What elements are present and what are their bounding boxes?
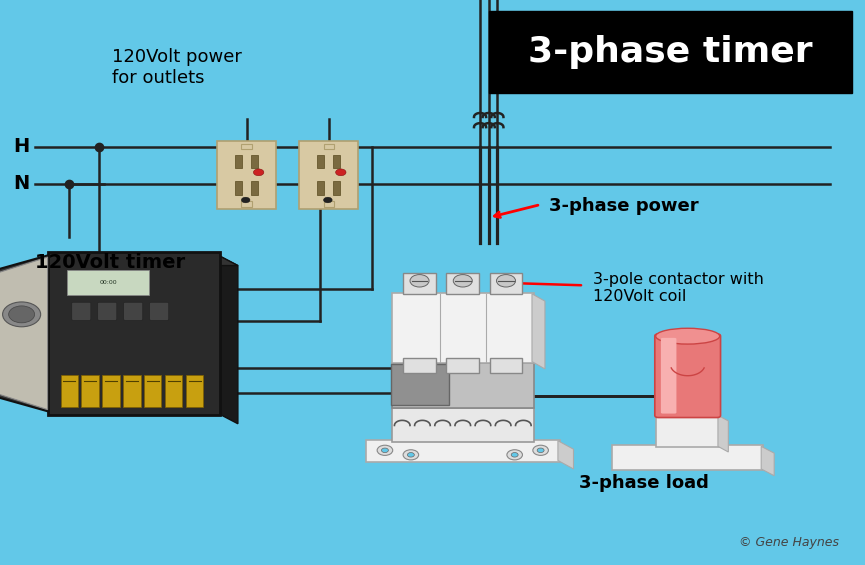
FancyBboxPatch shape xyxy=(102,375,119,407)
Text: 3-phase timer: 3-phase timer xyxy=(528,35,813,69)
Circle shape xyxy=(410,275,429,287)
FancyBboxPatch shape xyxy=(241,201,252,207)
FancyBboxPatch shape xyxy=(655,334,721,418)
Circle shape xyxy=(9,306,35,323)
Text: 120Volt power
for outlets: 120Volt power for outlets xyxy=(112,49,242,87)
Polygon shape xyxy=(532,294,545,369)
FancyBboxPatch shape xyxy=(241,144,252,150)
Text: 3-phase power: 3-phase power xyxy=(549,197,699,215)
FancyBboxPatch shape xyxy=(251,181,258,195)
FancyBboxPatch shape xyxy=(317,181,324,195)
FancyBboxPatch shape xyxy=(124,375,140,407)
Circle shape xyxy=(407,453,414,457)
Ellipse shape xyxy=(656,328,720,344)
FancyBboxPatch shape xyxy=(150,302,169,320)
FancyBboxPatch shape xyxy=(490,358,522,373)
Circle shape xyxy=(453,275,472,287)
FancyBboxPatch shape xyxy=(656,414,720,447)
Circle shape xyxy=(497,275,516,287)
FancyBboxPatch shape xyxy=(446,273,479,294)
FancyBboxPatch shape xyxy=(165,375,183,407)
FancyBboxPatch shape xyxy=(333,155,340,168)
FancyBboxPatch shape xyxy=(403,273,436,294)
FancyBboxPatch shape xyxy=(661,338,676,414)
Text: 120Volt timer: 120Volt timer xyxy=(35,253,185,272)
FancyBboxPatch shape xyxy=(489,11,852,93)
Circle shape xyxy=(403,450,419,460)
FancyBboxPatch shape xyxy=(217,141,276,210)
FancyBboxPatch shape xyxy=(124,302,143,320)
Text: 3-phase load: 3-phase load xyxy=(580,474,709,492)
FancyBboxPatch shape xyxy=(67,270,149,295)
FancyBboxPatch shape xyxy=(392,363,534,408)
FancyBboxPatch shape xyxy=(299,141,358,210)
Circle shape xyxy=(3,302,41,327)
Polygon shape xyxy=(558,441,573,469)
FancyBboxPatch shape xyxy=(391,364,449,405)
FancyBboxPatch shape xyxy=(317,155,324,168)
Circle shape xyxy=(381,448,388,453)
Circle shape xyxy=(377,445,393,455)
FancyBboxPatch shape xyxy=(235,181,242,195)
Polygon shape xyxy=(0,257,48,410)
FancyBboxPatch shape xyxy=(186,375,203,407)
FancyBboxPatch shape xyxy=(392,408,534,442)
Polygon shape xyxy=(0,254,52,412)
Circle shape xyxy=(507,450,522,460)
FancyBboxPatch shape xyxy=(81,375,99,407)
FancyBboxPatch shape xyxy=(366,440,560,462)
Text: 3-pole contactor with
120Volt coil: 3-pole contactor with 120Volt coil xyxy=(593,272,764,305)
Text: 00:00: 00:00 xyxy=(99,280,117,285)
FancyBboxPatch shape xyxy=(490,273,522,294)
FancyBboxPatch shape xyxy=(48,252,220,415)
FancyBboxPatch shape xyxy=(144,375,162,407)
Circle shape xyxy=(336,169,346,176)
Polygon shape xyxy=(718,415,728,452)
FancyBboxPatch shape xyxy=(235,155,242,168)
Polygon shape xyxy=(761,446,774,476)
FancyBboxPatch shape xyxy=(333,181,340,195)
Circle shape xyxy=(511,453,518,457)
Circle shape xyxy=(241,197,250,203)
Circle shape xyxy=(533,445,548,455)
FancyBboxPatch shape xyxy=(61,375,78,407)
FancyBboxPatch shape xyxy=(251,155,258,168)
Polygon shape xyxy=(216,254,238,424)
FancyBboxPatch shape xyxy=(98,302,117,320)
Polygon shape xyxy=(52,254,238,266)
Text: N: N xyxy=(14,174,29,193)
Circle shape xyxy=(253,169,264,176)
FancyBboxPatch shape xyxy=(446,358,479,373)
Text: © Gene Haynes: © Gene Haynes xyxy=(739,536,839,549)
FancyBboxPatch shape xyxy=(324,144,334,150)
FancyBboxPatch shape xyxy=(612,445,763,470)
Circle shape xyxy=(537,448,544,453)
FancyBboxPatch shape xyxy=(392,293,534,363)
FancyBboxPatch shape xyxy=(324,201,334,207)
FancyBboxPatch shape xyxy=(72,302,91,320)
Circle shape xyxy=(324,197,332,203)
Text: H: H xyxy=(14,137,29,157)
FancyBboxPatch shape xyxy=(403,358,436,373)
